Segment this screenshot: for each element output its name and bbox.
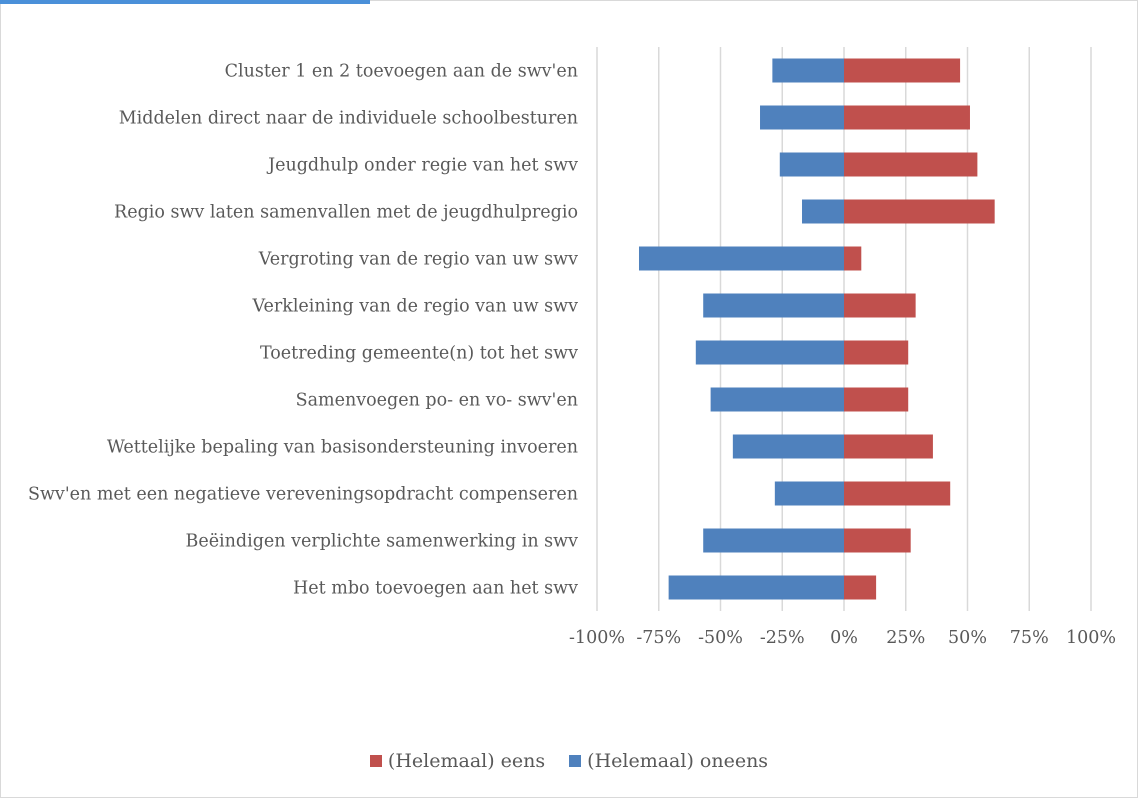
bar-chart: Cluster 1 en 2 toevoegen aan de swv'en Mi…: [28, 47, 1116, 648]
category-label: Samenvoegen po- en vo- swv'en: [296, 391, 578, 411]
bar-eens: [844, 152, 978, 177]
bar-eens: [844, 434, 933, 459]
x-tick-label: -50%: [698, 628, 743, 648]
bar-oneens: [802, 199, 844, 224]
bar-oneens: [695, 340, 844, 365]
bar-eens: [844, 199, 995, 224]
bar-eens: [844, 481, 951, 506]
category-label: Wettelijke bepaling van basisondersteuni…: [107, 438, 578, 458]
bar-oneens: [732, 434, 844, 459]
caption-edge: [0, 0, 370, 4]
bar-eens: [844, 340, 909, 365]
bar-eens: [844, 293, 916, 318]
x-tick-label: 100%: [1066, 628, 1116, 648]
x-tick-label: 25%: [886, 628, 925, 648]
legend-item-oneens: (Helemaal) oneens: [569, 750, 768, 772]
bar-oneens: [760, 105, 844, 130]
legend-swatch-eens: [369, 755, 382, 767]
bar-oneens: [710, 387, 844, 412]
legend-label-oneens: (Helemaal) oneens: [587, 750, 769, 772]
category-label: Verkleining van de regio van uw swv: [251, 297, 578, 317]
legend-label-eens: (Helemaal) eens: [387, 750, 546, 772]
legend-item-eens: (Helemaal) eens: [369, 750, 546, 772]
bar-oneens: [703, 293, 844, 318]
x-tick-label: 75%: [1010, 628, 1049, 648]
category-label: Toetreding gemeente(n) tot het swv: [260, 344, 578, 364]
bar-eens: [844, 246, 862, 271]
bar-eens: [844, 387, 909, 412]
x-tick-label: 50%: [948, 628, 987, 648]
category-label: Vergroting van de regio van uw swv: [258, 250, 578, 270]
bar-eens: [844, 575, 877, 600]
category-label: Jeugdhulp onder regie van het swv: [266, 156, 578, 176]
bar-oneens: [638, 246, 844, 271]
category-label: Het mbo toevoegen aan het swv: [293, 579, 578, 599]
legend-swatch-oneens: [569, 755, 582, 767]
x-tick-label: -25%: [760, 628, 805, 648]
bar-eens: [844, 105, 970, 130]
category-label: Regio swv laten samenvallen met de jeugd…: [114, 203, 578, 223]
category-label: Middelen direct naar de individuele scho…: [119, 109, 578, 129]
legend: (Helemaal) eens (Helemaal) oneens: [0, 750, 1138, 772]
category-label: Cluster 1 en 2 toevoegen aan de swv'en: [225, 62, 578, 82]
bar-oneens: [779, 152, 844, 177]
bar-oneens: [772, 58, 844, 83]
x-tick-label: 0%: [830, 628, 858, 648]
bar-eens: [844, 58, 961, 83]
x-tick-label: -100%: [569, 628, 625, 648]
bar-oneens: [703, 528, 844, 553]
category-label: Swv'en met een negatieve vereveningsopdr…: [28, 485, 578, 505]
category-label: Beëindigen verplichte samenwerking in sw…: [185, 532, 578, 552]
bar-eens: [844, 528, 911, 553]
bar-oneens: [668, 575, 844, 600]
bar-oneens: [774, 481, 844, 506]
x-tick-label: -75%: [636, 628, 681, 648]
